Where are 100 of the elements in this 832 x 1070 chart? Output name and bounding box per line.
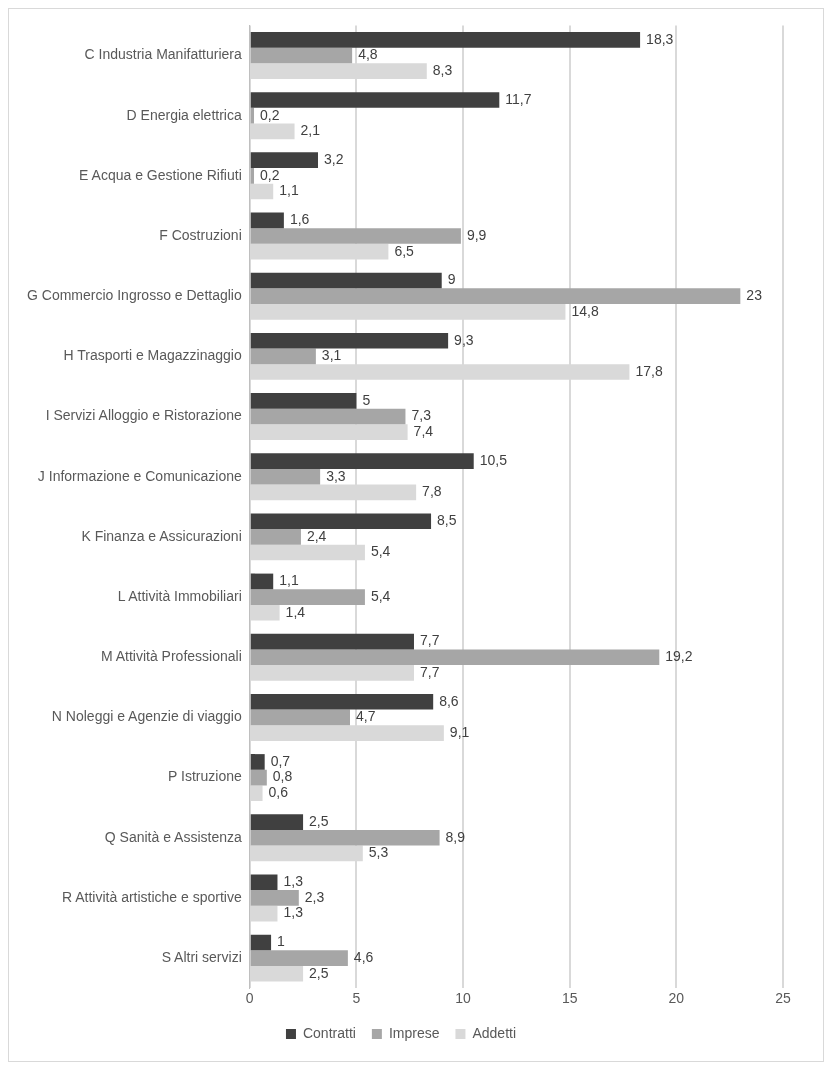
bar — [250, 92, 500, 108]
data-label: 5,3 — [368, 844, 389, 861]
data-label: 1,6 — [289, 211, 310, 228]
data-label: 4,7 — [356, 708, 376, 725]
data-label: 7,3 — [411, 407, 432, 424]
data-label: 5,4 — [370, 587, 391, 604]
data-label: 3,3 — [326, 467, 346, 484]
x-tick-label: 10 — [455, 990, 472, 1007]
bar — [250, 32, 641, 48]
bar — [250, 769, 267, 786]
legend-label: Imprese — [388, 1024, 440, 1041]
data-label: 0,2 — [260, 166, 280, 183]
bar — [250, 212, 284, 229]
data-label: 10,5 — [479, 451, 508, 468]
data-label: 2,5 — [309, 964, 329, 981]
y-tick-label: Q Sanità e Assistenza — [104, 828, 242, 845]
bar — [250, 950, 348, 966]
data-label: 0,7 — [270, 752, 291, 769]
bar — [250, 348, 316, 365]
data-label: 8,5 — [437, 512, 457, 529]
data-label: 7,7 — [419, 632, 440, 649]
bar — [250, 754, 265, 770]
data-label: 1,1 — [279, 182, 299, 199]
data-label: 4,6 — [353, 948, 374, 965]
data-label: 9,9 — [466, 226, 487, 243]
bar — [250, 693, 434, 710]
y-tick-label: C Industria Manifatturiera — [84, 46, 242, 63]
bar — [250, 408, 406, 425]
y-tick-label: J Informazione e Comunicazione — [37, 467, 242, 484]
x-tick-label: 20 — [668, 990, 685, 1007]
bar — [250, 468, 321, 485]
y-tick-label: N Noleggi e Agenzie di viaggio — [51, 708, 242, 725]
bar — [250, 393, 357, 409]
y-tick-label: E Acqua e Gestione Rifiuti — [79, 166, 242, 183]
data-label: 8,3 — [432, 61, 453, 78]
y-tick-label: R Attività artistiche e sportive — [62, 888, 242, 905]
y-tick-label: P Istruzione — [168, 768, 242, 785]
x-tick-label: 15 — [561, 990, 578, 1007]
data-label: 4,8 — [358, 46, 378, 63]
data-label: 23 — [746, 287, 763, 304]
bar — [250, 573, 274, 590]
data-label: 14,8 — [571, 302, 599, 319]
data-label: 1 — [277, 933, 286, 950]
bar — [250, 934, 272, 951]
bar — [250, 874, 278, 891]
bar — [250, 152, 319, 169]
y-tick-label: F Costruzioni — [159, 226, 242, 243]
bar — [250, 168, 255, 184]
data-label: 2,1 — [300, 122, 321, 139]
legend-label: Addetti — [472, 1024, 517, 1041]
bar — [250, 288, 741, 305]
bar — [250, 228, 461, 244]
bar — [250, 529, 301, 545]
data-label: 19,2 — [665, 648, 693, 665]
legend-label: Contratti — [302, 1024, 356, 1041]
x-tick-label: 5 — [352, 990, 361, 1007]
y-tick-label: G Commercio Ingrosso e Dettaglio — [26, 287, 242, 304]
y-tick-label: L Attività Immobiliari — [117, 587, 242, 604]
y-tick-label: I Servizi Alloggio e Ristorazione — [45, 407, 242, 424]
y-tick-label: H Trasporti e Magazzinaggio — [63, 347, 242, 364]
data-label: 17,8 — [635, 362, 663, 379]
bar — [250, 272, 442, 289]
data-label: 2,3 — [304, 888, 325, 905]
bar — [250, 829, 440, 846]
bar — [250, 513, 432, 530]
data-label: 1,3 — [283, 873, 304, 890]
data-label: 9 — [447, 271, 456, 288]
data-label: 6,5 — [394, 242, 415, 259]
bar — [250, 332, 449, 349]
data-label: 18,3 — [646, 30, 674, 47]
data-label: 7,4 — [413, 423, 434, 440]
data-label: 0,6 — [268, 784, 289, 801]
bar — [250, 709, 350, 726]
data-label: 3,2 — [324, 151, 344, 168]
data-label: 8,6 — [439, 692, 459, 709]
data-label: 7,8 — [422, 483, 442, 500]
data-label: 3,1 — [321, 347, 342, 364]
data-label: 7,7 — [419, 663, 440, 680]
data-label: 0,8 — [272, 768, 293, 785]
data-label: 0,2 — [260, 106, 280, 123]
bar — [250, 47, 353, 64]
data-label: 11,7 — [505, 90, 532, 107]
bar — [250, 890, 299, 906]
y-tick-label: S Altri servizi — [161, 948, 242, 965]
y-tick-label: K Finanza e Assicurazioni — [81, 527, 242, 544]
data-label: 9,1 — [449, 723, 470, 740]
bar — [250, 814, 304, 830]
data-label: 8,9 — [445, 828, 466, 845]
x-tick-label: 0 — [245, 990, 254, 1007]
data-label: 5,4 — [370, 543, 391, 560]
data-label: 9,3 — [454, 331, 474, 348]
data-label: 1,4 — [285, 603, 306, 620]
bar — [250, 453, 474, 469]
bar — [250, 589, 365, 605]
x-tick-label: 25 — [775, 990, 791, 1007]
data-label: 1,3 — [283, 904, 304, 921]
bar — [250, 633, 414, 650]
bar — [250, 649, 660, 666]
data-label: 5 — [362, 391, 371, 408]
y-tick-label: M Attività Professionali — [100, 648, 242, 665]
